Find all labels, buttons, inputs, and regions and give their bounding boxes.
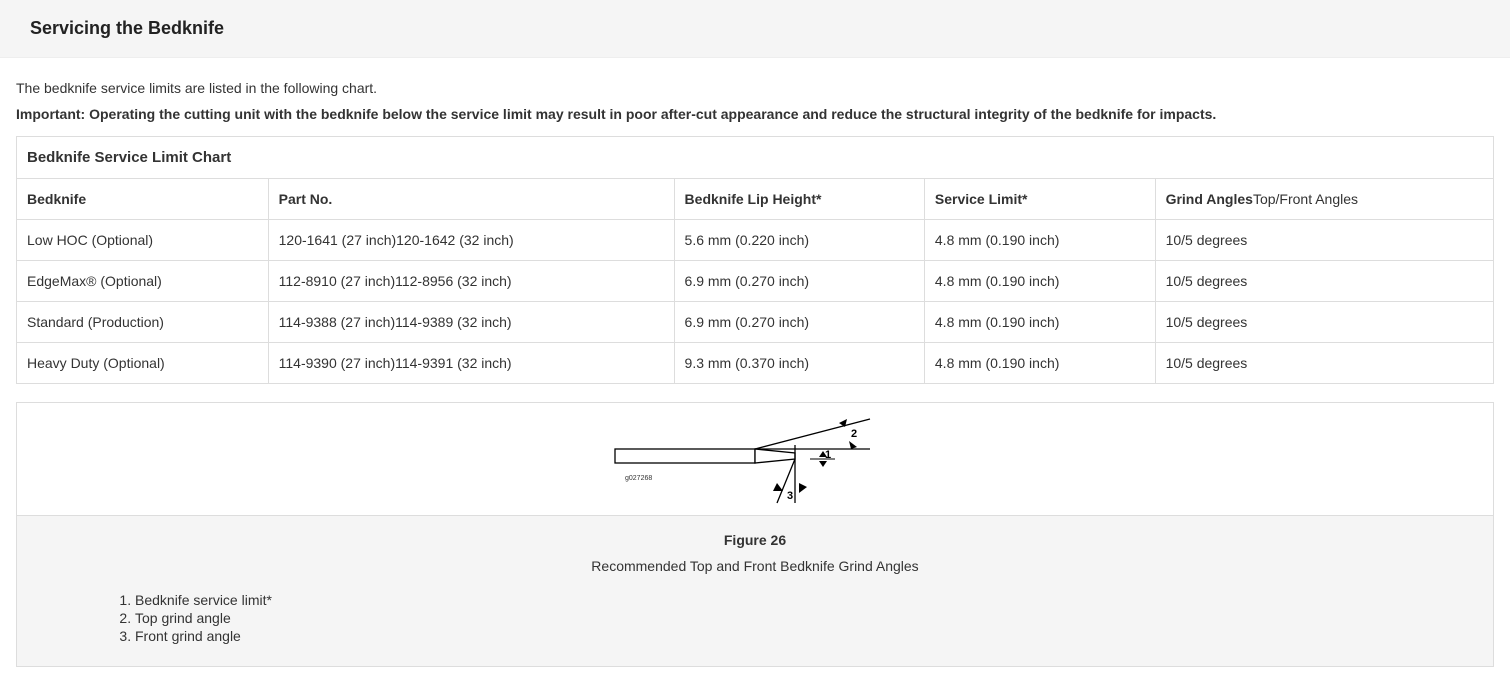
cell-bedknife: Low HOC (Optional) (17, 220, 269, 261)
cell-limit: 4.8 mm (0.190 inch) (924, 261, 1155, 302)
bedknife-diagram: 2 1 3 (605, 413, 905, 508)
table-row: Heavy Duty (Optional) 114-9390 (27 inch)… (17, 343, 1494, 384)
service-limit-table: Bedknife Service Limit Chart Bedknife Pa… (16, 136, 1494, 384)
callout-1: 1 (825, 449, 831, 461)
content-area: The bedknife service limits are listed i… (0, 58, 1510, 681)
col-bedknife: Bedknife (17, 179, 269, 220)
figure-drawing: g027268 2 (17, 403, 1493, 515)
cell-grind: 10/5 degrees (1155, 261, 1493, 302)
table-header-row: Bedknife Part No. Bedknife Lip Height* S… (17, 179, 1494, 220)
figure-gcode: g027268 (625, 475, 652, 482)
figure-legend: Bedknife service limit* Top grind angle … (117, 592, 1473, 644)
important-note: Important: Operating the cutting unit wi… (16, 106, 1494, 122)
intro-text: The bedknife service limits are listed i… (16, 80, 1494, 96)
col-partno: Part No. (268, 179, 674, 220)
cell-partno: 112-8910 (27 inch)112-8956 (32 inch) (268, 261, 674, 302)
cell-limit: 4.8 mm (0.190 inch) (924, 302, 1155, 343)
cell-grind: 10/5 degrees (1155, 343, 1493, 384)
cell-lip: 6.9 mm (0.270 inch) (674, 261, 924, 302)
cell-bedknife: Standard (Production) (17, 302, 269, 343)
cell-grind: 10/5 degrees (1155, 302, 1493, 343)
table-row: Low HOC (Optional) 120-1641 (27 inch)120… (17, 220, 1494, 261)
table-row: Standard (Production) 114-9388 (27 inch)… (17, 302, 1494, 343)
legend-item: Top grind angle (135, 610, 1473, 626)
table-caption: Bedknife Service Limit Chart (16, 136, 1494, 178)
important-label: Important: (16, 106, 89, 122)
cell-partno: 120-1641 (27 inch)120-1642 (32 inch) (268, 220, 674, 261)
cell-limit: 4.8 mm (0.190 inch) (924, 220, 1155, 261)
col-grind: Grind AnglesTop/Front Angles (1155, 179, 1493, 220)
section-header: Servicing the Bedknife (0, 0, 1510, 58)
table-row: EdgeMax® (Optional) 112-8910 (27 inch)11… (17, 261, 1494, 302)
figure-block: g027268 2 (16, 402, 1494, 667)
figure-subtitle: Recommended Top and Front Bedknife Grind… (37, 558, 1473, 574)
section-title: Servicing the Bedknife (30, 18, 1480, 39)
cell-bedknife: EdgeMax® (Optional) (17, 261, 269, 302)
cell-partno: 114-9388 (27 inch)114-9389 (32 inch) (268, 302, 674, 343)
col-lipheight: Bedknife Lip Height* (674, 179, 924, 220)
important-text: Operating the cutting unit with the bedk… (89, 106, 1216, 122)
figure-caption: Figure 26 Recommended Top and Front Bedk… (17, 515, 1493, 666)
cell-lip: 5.6 mm (0.220 inch) (674, 220, 924, 261)
col-servicelimit: Service Limit* (924, 179, 1155, 220)
cell-bedknife: Heavy Duty (Optional) (17, 343, 269, 384)
col-grind-main: Grind Angles (1166, 191, 1253, 207)
figure-title: Figure 26 (37, 532, 1473, 548)
callout-3: 3 (787, 490, 793, 502)
callout-2: 2 (851, 428, 857, 440)
cell-limit: 4.8 mm (0.190 inch) (924, 343, 1155, 384)
cell-partno: 114-9390 (27 inch)114-9391 (32 inch) (268, 343, 674, 384)
cell-grind: 10/5 degrees (1155, 220, 1493, 261)
cell-lip: 9.3 mm (0.370 inch) (674, 343, 924, 384)
legend-item: Front grind angle (135, 628, 1473, 644)
cell-lip: 6.9 mm (0.270 inch) (674, 302, 924, 343)
legend-item: Bedknife service limit* (135, 592, 1473, 608)
col-grind-sub: Top/Front Angles (1253, 191, 1358, 207)
